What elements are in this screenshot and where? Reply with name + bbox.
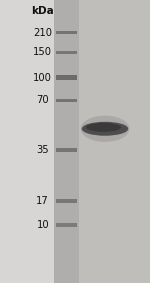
Ellipse shape — [81, 116, 129, 142]
Bar — [56, 98, 76, 102]
Text: 210: 210 — [33, 27, 52, 38]
Bar — [56, 75, 76, 80]
Ellipse shape — [86, 123, 121, 132]
Ellipse shape — [82, 122, 128, 136]
Text: kDa: kDa — [31, 6, 54, 16]
Text: 150: 150 — [33, 47, 52, 57]
Text: 70: 70 — [36, 95, 49, 106]
Bar — [56, 31, 76, 34]
Text: 35: 35 — [36, 145, 49, 155]
Bar — [56, 199, 76, 203]
Bar — [79, 0, 150, 283]
Bar — [56, 148, 76, 152]
Bar — [56, 223, 76, 227]
Text: 100: 100 — [33, 73, 52, 83]
Bar — [54, 0, 79, 283]
Text: 17: 17 — [36, 196, 49, 206]
Text: 10: 10 — [36, 220, 49, 230]
Bar — [56, 51, 76, 54]
